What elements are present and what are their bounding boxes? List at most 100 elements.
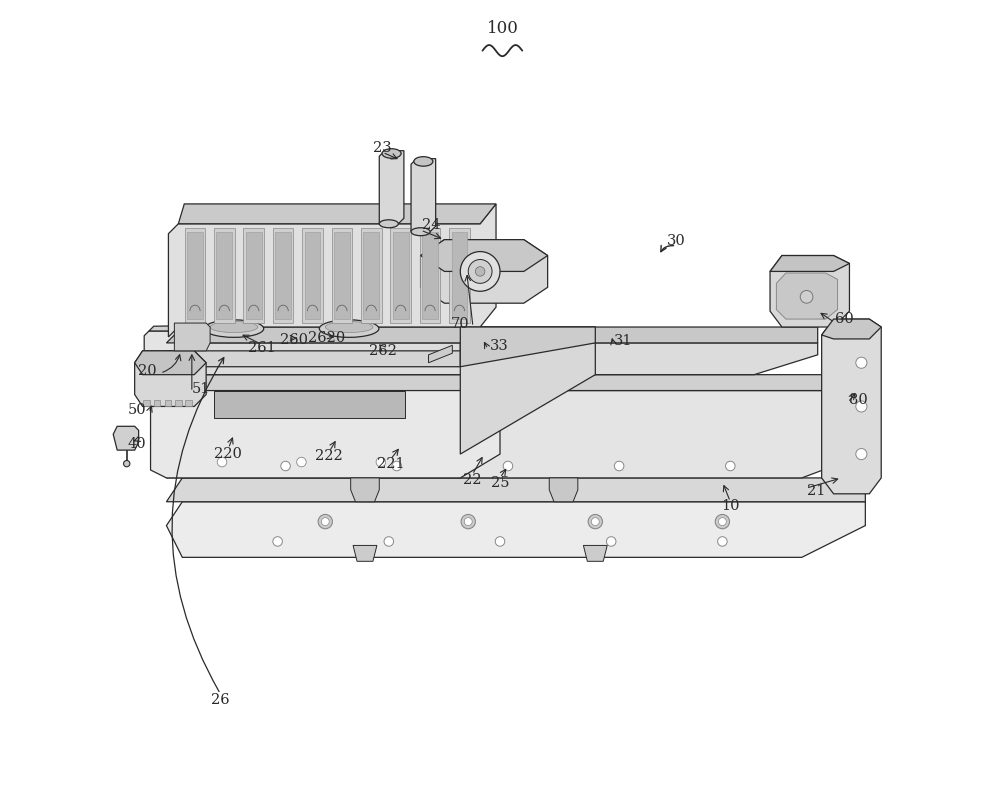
Polygon shape: [166, 375, 865, 391]
Polygon shape: [429, 345, 452, 363]
Polygon shape: [185, 400, 192, 406]
Polygon shape: [149, 321, 452, 331]
Circle shape: [217, 457, 227, 467]
Circle shape: [606, 536, 616, 546]
Text: 31: 31: [614, 334, 632, 348]
Circle shape: [614, 461, 624, 471]
Polygon shape: [174, 323, 210, 351]
Polygon shape: [273, 228, 293, 323]
Circle shape: [318, 514, 332, 528]
Circle shape: [856, 357, 867, 368]
Text: 60: 60: [835, 312, 854, 326]
Polygon shape: [776, 273, 838, 319]
Circle shape: [856, 401, 867, 412]
Circle shape: [124, 461, 130, 467]
Polygon shape: [166, 343, 818, 375]
Polygon shape: [411, 159, 436, 232]
Text: 262: 262: [369, 344, 396, 358]
Circle shape: [800, 290, 813, 303]
Circle shape: [273, 536, 282, 546]
Polygon shape: [135, 351, 206, 406]
Polygon shape: [379, 151, 404, 224]
Polygon shape: [275, 232, 291, 319]
Circle shape: [464, 517, 472, 525]
Text: 40: 40: [128, 437, 146, 451]
Text: 220: 220: [214, 447, 242, 461]
Polygon shape: [305, 232, 320, 319]
Ellipse shape: [325, 321, 373, 332]
Text: 70: 70: [451, 317, 470, 331]
Polygon shape: [151, 367, 500, 478]
Polygon shape: [166, 391, 865, 478]
Polygon shape: [187, 232, 203, 319]
Text: 100: 100: [486, 20, 518, 37]
Circle shape: [588, 514, 602, 528]
Polygon shape: [363, 232, 379, 319]
Polygon shape: [166, 478, 865, 502]
Polygon shape: [135, 351, 206, 375]
Text: 21: 21: [807, 485, 826, 498]
Polygon shape: [143, 400, 150, 406]
Circle shape: [281, 461, 290, 471]
Polygon shape: [151, 351, 500, 367]
Polygon shape: [770, 256, 849, 327]
Ellipse shape: [382, 149, 401, 159]
Circle shape: [461, 514, 475, 528]
Polygon shape: [154, 400, 160, 406]
Text: 33: 33: [490, 339, 508, 353]
Polygon shape: [452, 232, 467, 319]
Polygon shape: [243, 228, 264, 323]
Polygon shape: [460, 327, 595, 367]
Polygon shape: [178, 204, 496, 224]
Text: 50: 50: [128, 403, 147, 418]
Polygon shape: [334, 232, 350, 319]
Ellipse shape: [379, 220, 398, 228]
Circle shape: [475, 267, 485, 277]
Text: 221: 221: [377, 457, 404, 471]
Circle shape: [376, 457, 386, 467]
Polygon shape: [421, 240, 548, 272]
Circle shape: [718, 517, 726, 525]
Circle shape: [468, 260, 492, 284]
Polygon shape: [460, 327, 595, 454]
Circle shape: [856, 449, 867, 460]
Polygon shape: [549, 478, 578, 502]
Text: 261: 261: [248, 340, 276, 355]
Text: 80: 80: [849, 393, 868, 407]
Polygon shape: [770, 256, 849, 272]
Polygon shape: [822, 319, 881, 494]
Text: 222: 222: [315, 450, 343, 464]
Polygon shape: [144, 321, 452, 359]
Text: 2620: 2620: [308, 331, 345, 345]
Polygon shape: [185, 228, 205, 323]
Text: 23: 23: [373, 141, 392, 155]
Text: 51: 51: [192, 382, 210, 396]
Ellipse shape: [411, 228, 430, 236]
Text: 26: 26: [211, 693, 230, 707]
Polygon shape: [144, 359, 163, 367]
Polygon shape: [165, 400, 171, 406]
Text: 10: 10: [721, 499, 740, 512]
Text: 22: 22: [463, 473, 481, 486]
Circle shape: [503, 461, 513, 471]
Ellipse shape: [414, 157, 433, 167]
Circle shape: [591, 517, 599, 525]
Circle shape: [297, 457, 306, 467]
Polygon shape: [214, 228, 235, 323]
Circle shape: [726, 461, 735, 471]
Polygon shape: [390, 228, 411, 323]
Polygon shape: [168, 204, 496, 337]
Circle shape: [384, 536, 394, 546]
Polygon shape: [216, 232, 232, 319]
Circle shape: [321, 517, 329, 525]
Polygon shape: [393, 232, 409, 319]
Ellipse shape: [319, 320, 379, 337]
Circle shape: [718, 536, 727, 546]
Polygon shape: [822, 319, 881, 339]
Polygon shape: [113, 426, 139, 450]
Circle shape: [392, 461, 402, 471]
Polygon shape: [361, 228, 382, 323]
Text: 25: 25: [491, 476, 509, 489]
Polygon shape: [246, 232, 262, 319]
Ellipse shape: [204, 320, 264, 337]
